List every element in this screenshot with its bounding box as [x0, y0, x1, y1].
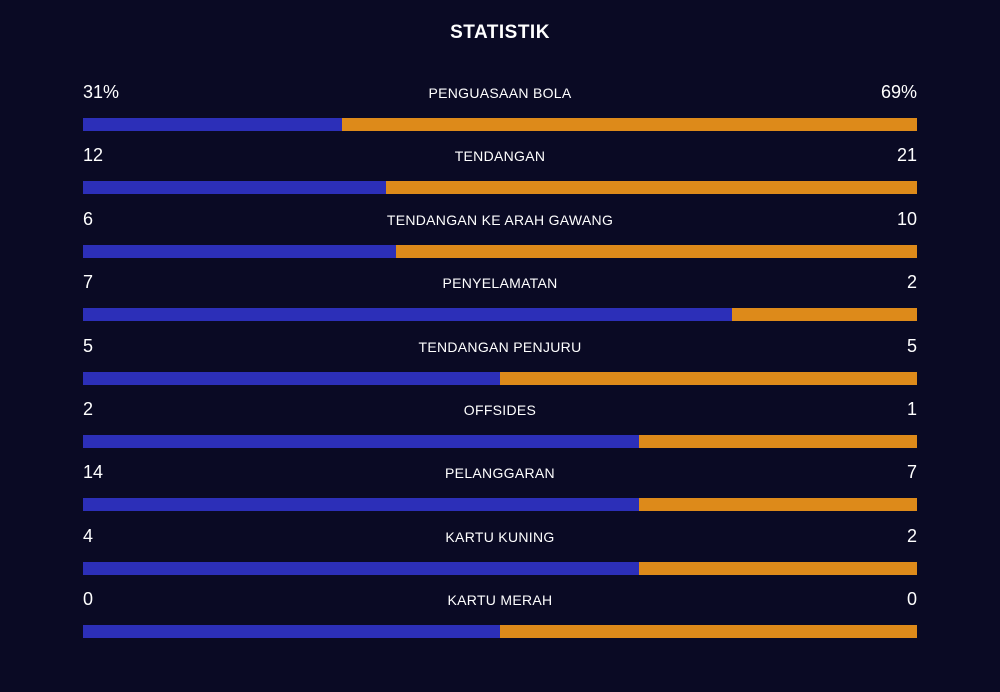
home-value: 4 — [83, 525, 94, 546]
away-value: 0 — [906, 589, 917, 610]
stat-label: KARTU KUNING — [445, 528, 555, 545]
stat-label: PENGUASAAN BOLA — [428, 85, 572, 101]
away-bar-segment — [500, 371, 917, 385]
away-bar-segment — [638, 561, 917, 575]
stat-row: 14 PELANGGARAN 7 — [83, 460, 917, 523]
stat-values: 7 PENYELAMATAN 2 — [83, 270, 917, 300]
home-bar-segment — [83, 561, 639, 575]
stat-label: PELANGGARAN — [445, 465, 555, 482]
stat-label: PENYELAMATAN — [442, 275, 558, 292]
home-value: 2 — [83, 398, 94, 419]
stat-row: 7 PENYELAMATAN 2 — [83, 270, 917, 333]
stat-values: 2 OFFSIDES 1 — [83, 397, 917, 427]
stat-bar — [83, 371, 917, 385]
stat-label: TENDANGAN PENJURU — [418, 338, 582, 355]
away-value: 7 — [906, 462, 917, 483]
away-value: 1 — [906, 398, 917, 419]
home-value: 0 — [83, 589, 94, 610]
stat-values: 6 TENDANGAN KE ARAH GAWANG 10 — [83, 207, 917, 237]
stat-bar — [83, 498, 917, 512]
home-bar-segment — [83, 308, 732, 322]
away-value: 69% — [880, 82, 917, 102]
away-bar-segment — [341, 118, 917, 131]
home-value: 6 — [83, 208, 94, 229]
stat-values: 5 TENDANGAN PENJURU 5 — [83, 334, 917, 364]
away-bar-segment — [731, 308, 917, 322]
home-value: 7 — [83, 272, 94, 293]
away-value: 10 — [896, 208, 917, 229]
away-bar-segment — [638, 498, 917, 512]
home-bar-segment — [83, 244, 396, 258]
home-bar-segment — [83, 181, 387, 195]
stat-row: 6 TENDANGAN KE ARAH GAWANG 10 — [83, 207, 917, 270]
stat-bar — [83, 561, 917, 575]
stat-row: 5 TENDANGAN PENJURU 5 — [83, 334, 917, 397]
stat-label: TENDANGAN — [454, 148, 546, 165]
away-value: 21 — [896, 145, 917, 166]
stat-bar — [83, 244, 917, 258]
stat-row: 31% PENGUASAAN BOLA 69% — [83, 80, 917, 143]
home-bar-segment — [83, 434, 639, 448]
home-bar-segment — [83, 625, 500, 639]
stats-title: STATISTIK — [450, 22, 550, 43]
home-value: 5 — [83, 335, 94, 356]
home-bar-segment — [83, 118, 342, 131]
stat-bar — [83, 181, 917, 195]
home-value: 14 — [83, 462, 104, 483]
stat-label: OFFSIDES — [463, 401, 537, 418]
away-value: 5 — [906, 335, 917, 356]
away-bar-segment — [386, 181, 917, 195]
stat-row: 12 TENDANGAN 21 — [83, 143, 917, 206]
away-value: 2 — [906, 272, 917, 293]
stat-bar — [83, 308, 917, 322]
away-bar-segment — [500, 625, 917, 639]
stat-values: 4 KARTU KUNING 2 — [83, 524, 917, 554]
stat-values: 12 TENDANGAN 21 — [83, 143, 917, 173]
stat-bar — [83, 118, 917, 131]
stat-label: TENDANGAN KE ARAH GAWANG — [386, 211, 614, 228]
stat-bar — [83, 625, 917, 639]
stat-label: KARTU MERAH — [447, 592, 553, 609]
stat-row: 4 KARTU KUNING 2 — [83, 524, 917, 587]
home-value: 12 — [83, 145, 104, 166]
away-value: 2 — [906, 525, 917, 546]
away-bar-segment — [395, 244, 917, 258]
stat-row: 0 KARTU MERAH 0 — [83, 587, 917, 650]
home-bar-segment — [83, 498, 639, 512]
stat-row: 2 OFFSIDES 1 — [83, 397, 917, 460]
stat-values: 31% PENGUASAAN BOLA 69% — [83, 80, 917, 110]
stat-bar — [83, 434, 917, 448]
home-bar-segment — [83, 371, 500, 385]
stats-list: 31% PENGUASAAN BOLA 69% 12 TENDANGAN 21 6 TENDA… — [83, 80, 917, 651]
away-bar-segment — [638, 434, 917, 448]
stat-values: 0 KARTU MERAH 0 — [83, 587, 917, 617]
home-value: 31% — [83, 82, 120, 102]
stat-values: 14 PELANGGARAN 7 — [83, 460, 917, 490]
